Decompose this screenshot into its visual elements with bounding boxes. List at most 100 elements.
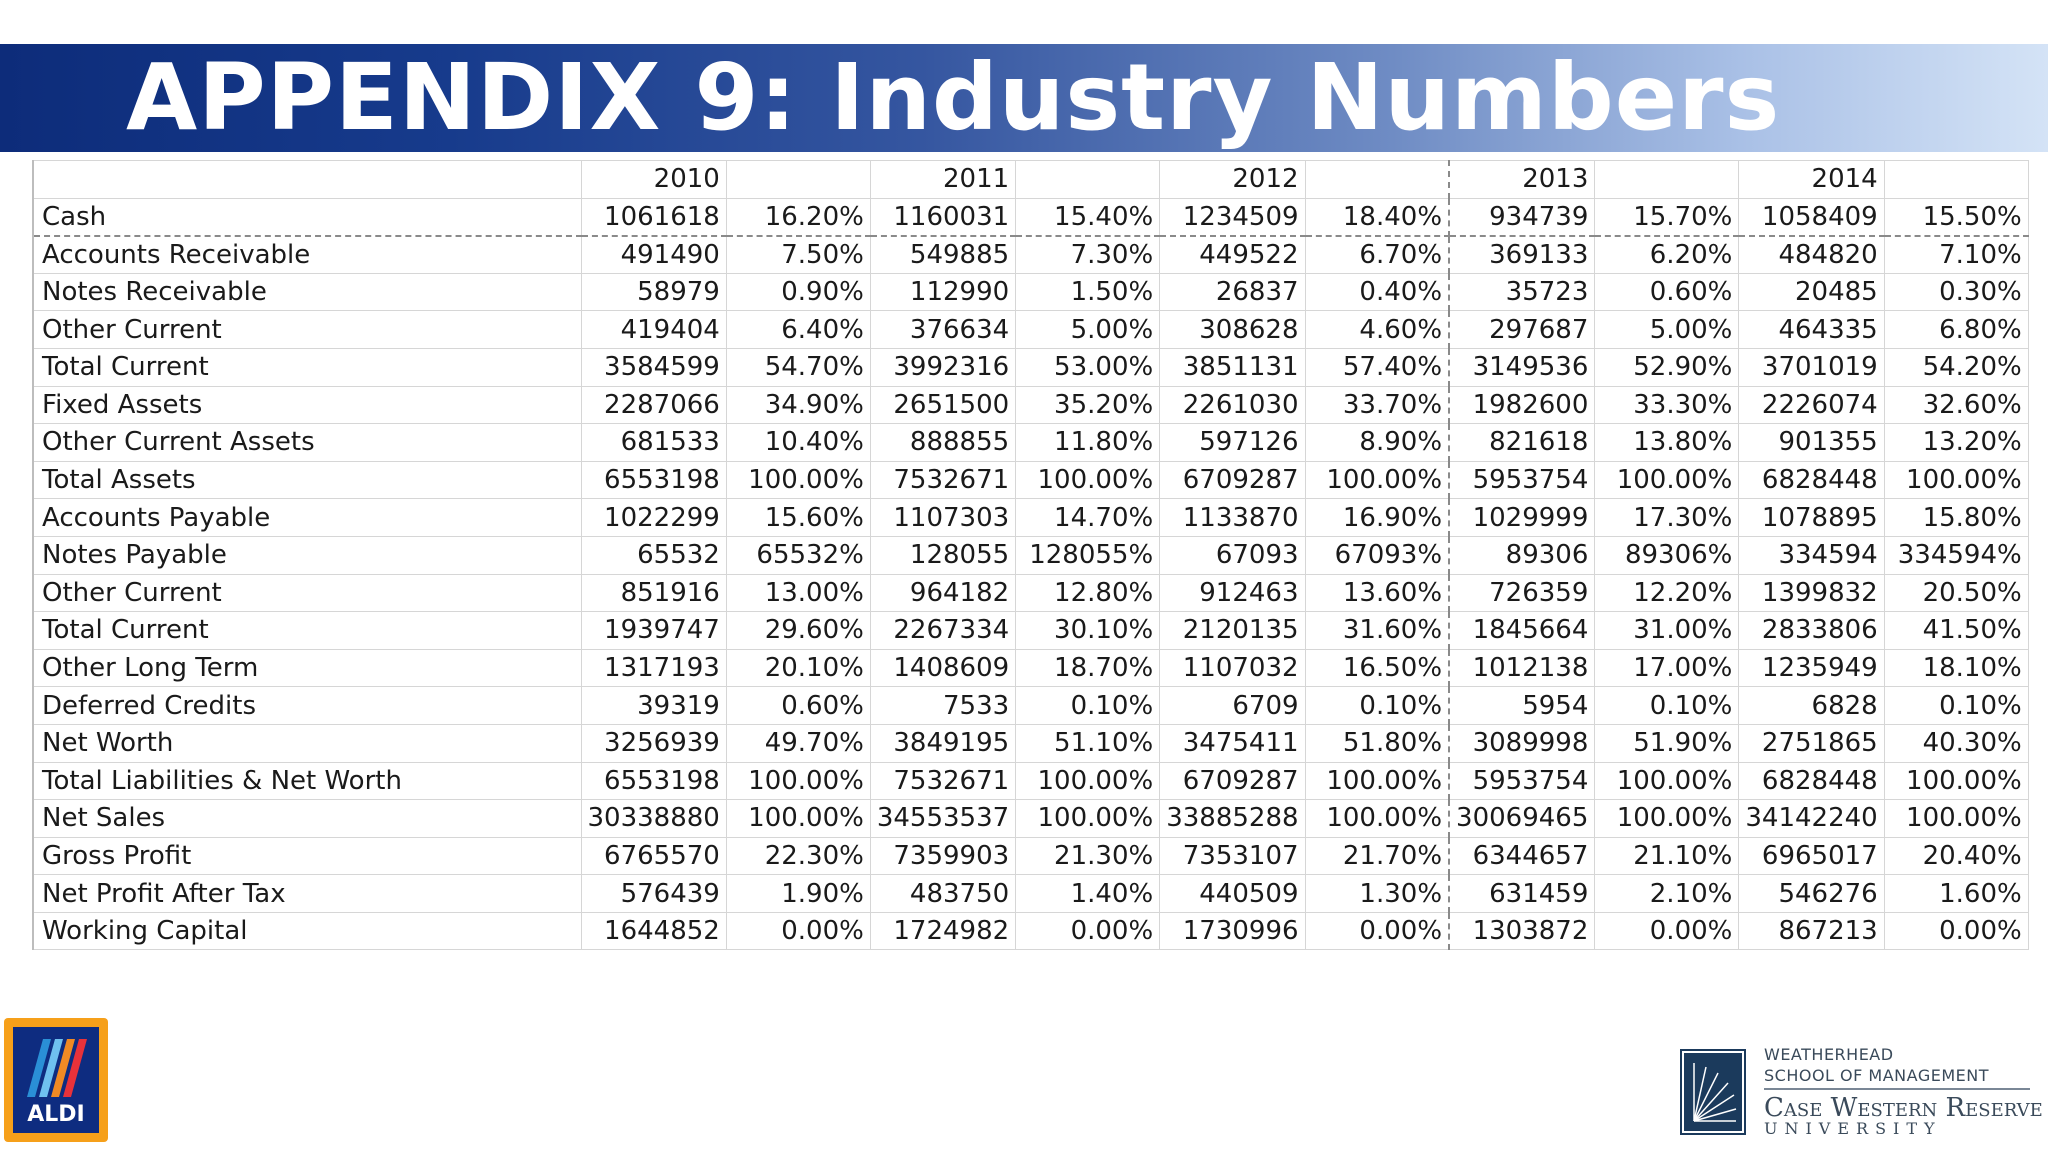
amount-cell: 3149536 [1448, 347, 1596, 387]
amount-cell: 912463 [1159, 573, 1306, 613]
amount-cell: 2751865 [1738, 723, 1885, 763]
amount-cell: 934739 [1448, 197, 1596, 237]
year-header-2010: 2010 [580, 160, 727, 199]
table-row: Working Capital 1644852 0.00% 1724982 0.00% 1… [32, 911, 2029, 951]
percent-cell: 16.20% [725, 197, 871, 237]
amount-cell: 7359903 [869, 836, 1017, 876]
percent-cell: 15.80% [1883, 498, 2029, 537]
row-label: Fixed Assets [32, 385, 582, 425]
amount-cell: 1029999 [1448, 498, 1596, 537]
row-label: Total Liabilities & Net Worth [32, 761, 582, 801]
amount-cell: 1724982 [869, 911, 1017, 951]
percent-cell: 20.50% [1883, 573, 2029, 613]
table-row: Other Current 851916 13.00% 964182 12.80% 912… [32, 573, 2029, 613]
percent-cell: 49.70% [725, 723, 871, 763]
amount-cell: 6765570 [580, 836, 727, 876]
header-corner-cell [32, 160, 582, 199]
table-row: Deferred Credits 39319 0.60% 7533 0.10% 6709 0… [32, 686, 2029, 725]
amount-cell: 1061618 [580, 197, 727, 237]
table-row: Accounts Payable 1022299 15.60% 1107303 14.7… [32, 498, 2029, 537]
year-header-2012: 2012 [1159, 160, 1306, 199]
amount-cell: 3701019 [1738, 347, 1885, 387]
title-banner: APPENDIX 9: Industry Numbers [0, 44, 2048, 152]
amount-cell: 30338880 [580, 799, 727, 838]
table-row: Notes Payable 65532 65532% 128055 128055% 670… [32, 535, 2029, 575]
amount-cell: 20485 [1738, 272, 1885, 312]
percent-cell: 20.10% [725, 648, 871, 688]
amount-cell: 5953754 [1448, 761, 1596, 801]
percent-cell: 21.10% [1594, 836, 1740, 876]
table-row: Total Liabilities & Net Worth 6553198 100.… [32, 761, 2029, 801]
percent-cell: 7.10% [1883, 235, 2029, 274]
aldi-wordmark: ALDI [27, 1102, 85, 1127]
amount-cell: 6553198 [580, 761, 727, 801]
row-label: Net Profit After Tax [32, 874, 582, 913]
row-label: Other Current Assets [32, 423, 582, 462]
percent-cell: 100.00% [1304, 460, 1451, 500]
amount-cell: 483750 [869, 874, 1017, 913]
amount-cell: 308628 [1159, 310, 1306, 349]
amount-cell: 3089998 [1448, 723, 1596, 763]
amount-cell: 3584599 [580, 347, 727, 387]
percent-cell: 0.00% [1594, 911, 1740, 951]
amount-cell: 6709287 [1159, 761, 1306, 801]
amount-cell: 484820 [1738, 235, 1885, 274]
amount-cell: 1730996 [1159, 911, 1306, 951]
percent-cell: 0.00% [725, 911, 871, 951]
percent-cell: 6.80% [1883, 310, 2029, 349]
amount-cell: 1107303 [869, 498, 1017, 537]
cwru-emblem-icon [1680, 1049, 1746, 1135]
percent-cell: 13.00% [725, 573, 871, 613]
percent-cell: 6.20% [1594, 235, 1740, 274]
percent-cell: 13.80% [1594, 423, 1740, 462]
percent-cell: 15.70% [1594, 197, 1740, 237]
year-header-2011: 2011 [869, 160, 1017, 199]
amount-cell: 597126 [1159, 423, 1306, 462]
amount-cell: 3475411 [1159, 723, 1306, 763]
percent-cell: 6.40% [725, 310, 871, 349]
percent-cell: 0.60% [725, 686, 871, 725]
amount-cell: 2833806 [1738, 611, 1885, 650]
percent-cell: 16.50% [1304, 648, 1451, 688]
percent-cell: 1.60% [1883, 874, 2029, 913]
percent-header-blank [1594, 160, 1740, 199]
percent-cell: 100.00% [1594, 460, 1740, 500]
row-label: Notes Receivable [32, 272, 582, 312]
percent-cell: 100.00% [1883, 761, 2029, 801]
percent-cell: 16.90% [1304, 498, 1451, 537]
percent-cell: 22.30% [725, 836, 871, 876]
percent-cell: 4.60% [1304, 310, 1451, 349]
amount-cell: 1160031 [869, 197, 1017, 237]
table-row: Other Current Assets 681533 10.40% 888855 11… [32, 423, 2029, 462]
row-label: Other Long Term [32, 648, 582, 688]
amount-cell: 6553198 [580, 460, 727, 500]
percent-cell: 0.30% [1883, 272, 2029, 312]
amount-cell: 726359 [1448, 573, 1596, 613]
amount-cell: 576439 [580, 874, 727, 913]
percent-cell: 18.40% [1304, 197, 1451, 237]
amount-cell: 1058409 [1738, 197, 1885, 237]
percent-cell: 7.50% [725, 235, 871, 274]
percent-cell: 40.30% [1883, 723, 2029, 763]
table-row: Total Assets 6553198 100.00% 7532671 100.00%… [32, 460, 2029, 500]
percent-cell: 31.60% [1304, 611, 1451, 650]
percent-cell: 0.10% [1015, 686, 1161, 725]
percent-cell: 20.40% [1883, 836, 2029, 876]
amount-cell: 1644852 [580, 911, 727, 951]
amount-cell: 6828448 [1738, 761, 1885, 801]
percent-cell: 1.50% [1015, 272, 1161, 312]
percent-cell: 53.00% [1015, 347, 1161, 387]
amount-cell: 546276 [1738, 874, 1885, 913]
percent-cell: 0.40% [1304, 272, 1451, 312]
amount-cell: 867213 [1738, 911, 1885, 951]
row-label: Working Capital [32, 911, 582, 951]
percent-cell: 0.00% [1883, 911, 2029, 951]
percent-cell: 51.90% [1594, 723, 1740, 763]
percent-cell: 0.10% [1304, 686, 1451, 725]
amount-cell: 419404 [580, 310, 727, 349]
amount-cell: 2267334 [869, 611, 1017, 650]
percent-cell: 100.00% [1304, 799, 1451, 838]
table-row: Total Current 3584599 54.70% 3992316 53.00% 3… [32, 347, 2029, 387]
amount-cell: 89306 [1448, 535, 1596, 575]
percent-cell: 52.90% [1594, 347, 1740, 387]
